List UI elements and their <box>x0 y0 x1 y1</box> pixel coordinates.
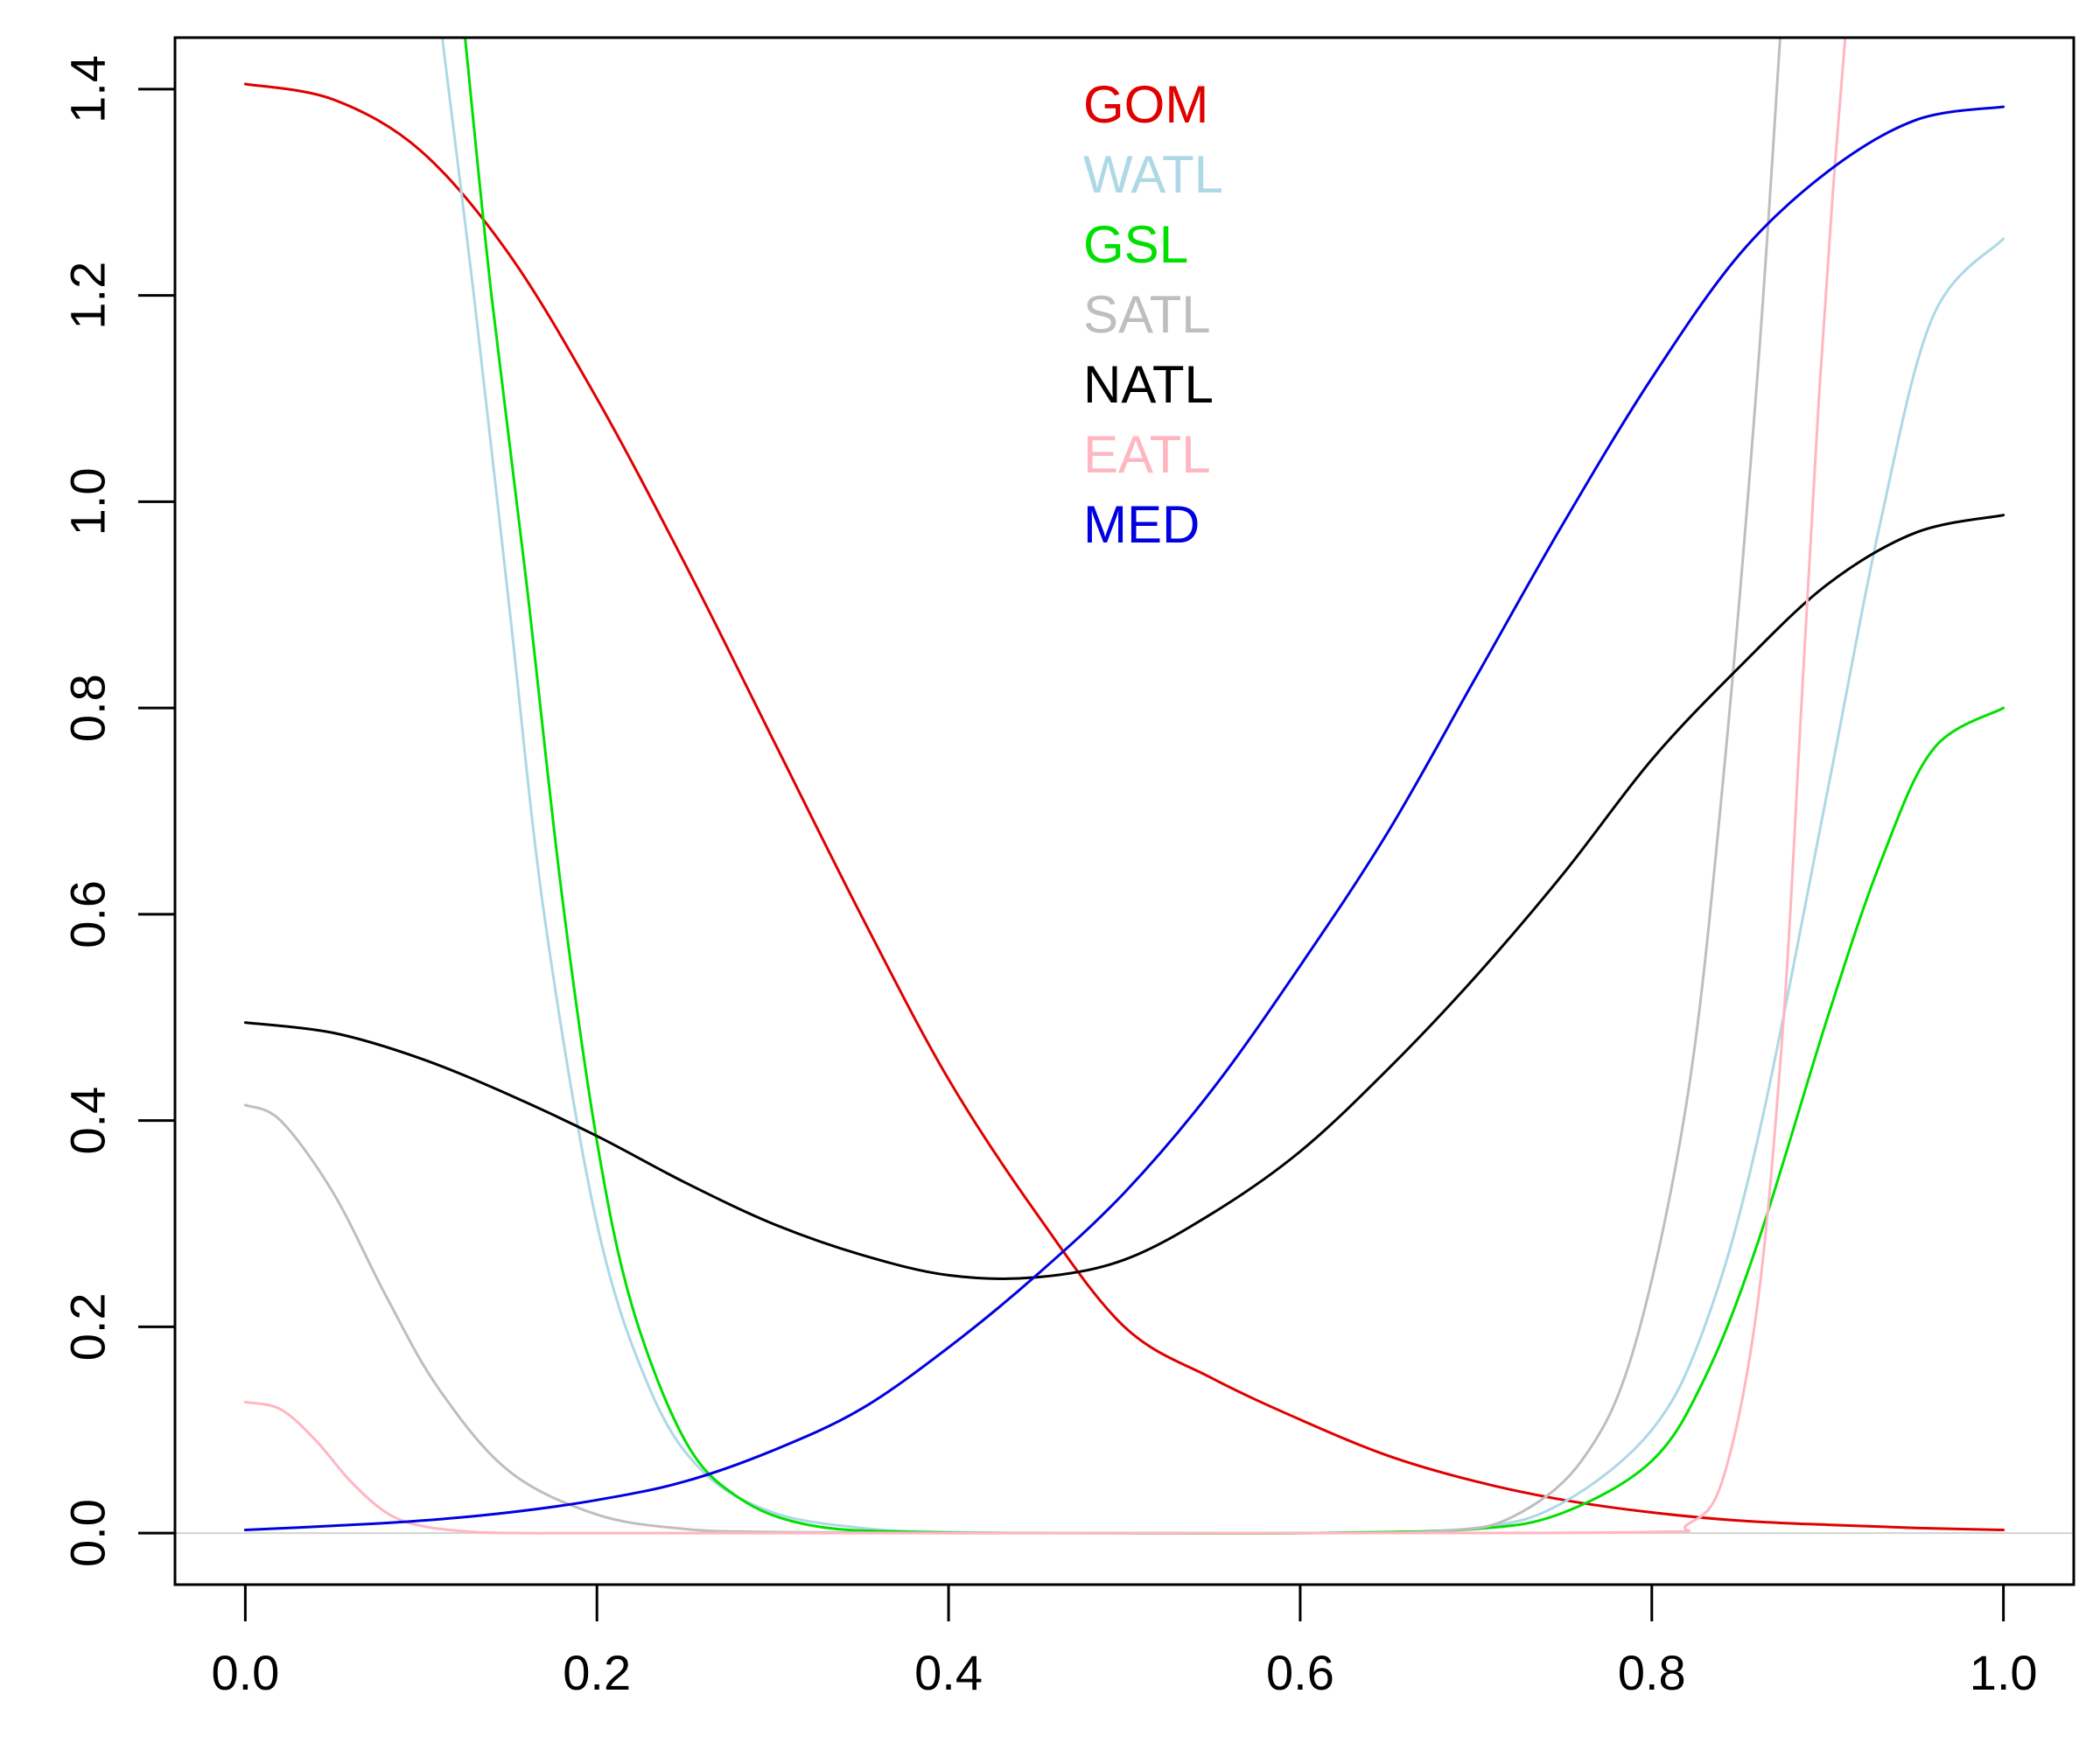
legend-entry-gsl: GSL <box>1083 215 1188 274</box>
series-line-eatl <box>243 38 1847 1535</box>
x-tick-label: 0.8 <box>1618 1645 1686 1700</box>
y-axis: 0.0 0.2 0.4 0.6 0.8 1.0 1.2 1.4 <box>60 55 177 1567</box>
y-tick-label: 1.4 <box>60 55 116 123</box>
x-tick-label: 1.0 <box>1970 1645 2038 1700</box>
series-line-gom <box>243 82 2006 1531</box>
y-tick-label: 1.2 <box>60 262 116 330</box>
x-tick-label: 0.0 <box>211 1645 279 1700</box>
series-line-med <box>243 105 2006 1531</box>
legend-entry-watl: WATL <box>1083 145 1223 204</box>
legend-entry-satl: SATL <box>1083 285 1211 344</box>
series-line-natl <box>243 514 2006 1280</box>
y-tick-label: 0.8 <box>60 674 116 742</box>
y-tick-label: 0.0 <box>60 1499 116 1567</box>
series-line-watl <box>440 38 2006 1536</box>
series-line-gsl <box>464 38 2006 1536</box>
y-tick-label: 0.2 <box>60 1292 116 1361</box>
y-tick-label: 1.0 <box>60 467 116 536</box>
y-tick-label: 0.4 <box>60 1087 116 1155</box>
x-tick-label: 0.4 <box>914 1645 983 1700</box>
legend-entry-natl: NATL <box>1083 355 1214 414</box>
legend-entry-gom: GOM <box>1083 75 1208 134</box>
x-axis: 0.0 0.2 0.4 0.6 0.8 1.0 <box>211 1583 2038 1700</box>
series-line-satl <box>243 38 1782 1535</box>
legend-entry-med: MED <box>1083 495 1200 554</box>
legend-entry-eatl: EATL <box>1083 425 1211 484</box>
y-tick-label: 0.6 <box>60 880 116 948</box>
x-tick-label: 0.6 <box>1266 1645 1334 1700</box>
x-tick-label: 0.2 <box>563 1645 631 1700</box>
legend: GOM WATL GSL SATL NATL EATL MED <box>1083 75 1223 554</box>
series-layer <box>243 38 2006 1536</box>
